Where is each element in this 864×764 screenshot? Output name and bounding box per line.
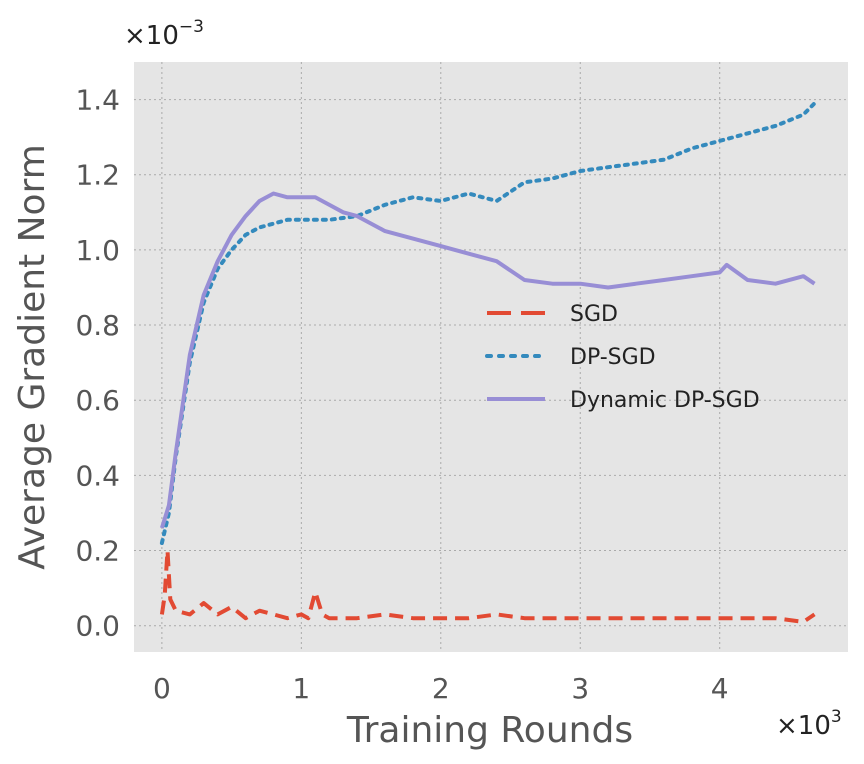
legend-label-sgd: SGD <box>570 302 618 327</box>
y-tick-label: 0.0 <box>75 610 120 643</box>
series-line-sgd <box>159 548 816 624</box>
y-axis: 0.0 0.2 0.4 0.6 0.8 1.0 1.2 1.4 <box>75 84 120 643</box>
series-line-dynamic-dp-sgd <box>159 191 816 529</box>
y-multiplier-exp: −3 <box>179 17 204 37</box>
y-tick-label: 1.4 <box>75 84 120 117</box>
legend-label-dp-sgd: DP-SGD <box>570 345 656 370</box>
legend-label-dynamic-dp-sgd: Dynamic DP-SGD <box>570 388 760 413</box>
y-tick-label: 0.6 <box>75 384 120 417</box>
y-tick-label: 0.8 <box>75 309 120 342</box>
x-axis-label: Training Rounds <box>346 710 633 751</box>
x-axis: 0 1 2 3 4 <box>153 672 729 705</box>
y-multiplier: ×10−3 <box>124 17 204 51</box>
y-tick-label: 1.0 <box>75 234 120 267</box>
y-tick-label: 1.2 <box>75 159 120 192</box>
x-tick-label: 2 <box>432 672 450 705</box>
x-multiplier-exp: 3 <box>831 707 842 727</box>
y-tick-label: 0.2 <box>75 535 120 568</box>
x-tick-label: 3 <box>571 672 589 705</box>
legend: SGD DP-SGD Dynamic DP-SGD <box>485 302 760 413</box>
y-axis-label: Average Gradient Norm <box>12 144 53 570</box>
y-tick-label: 0.4 <box>75 459 120 492</box>
x-tick-label: 0 <box>153 672 171 705</box>
series-layer <box>159 101 817 624</box>
x-tick-label: 1 <box>292 672 310 705</box>
x-multiplier: ×103 <box>776 707 842 741</box>
x-tick-label: 4 <box>711 672 729 705</box>
x-multiplier-base: ×10 <box>776 711 831 741</box>
series-line-dp-sgd <box>159 101 817 545</box>
y-multiplier-base: ×10 <box>124 21 179 51</box>
